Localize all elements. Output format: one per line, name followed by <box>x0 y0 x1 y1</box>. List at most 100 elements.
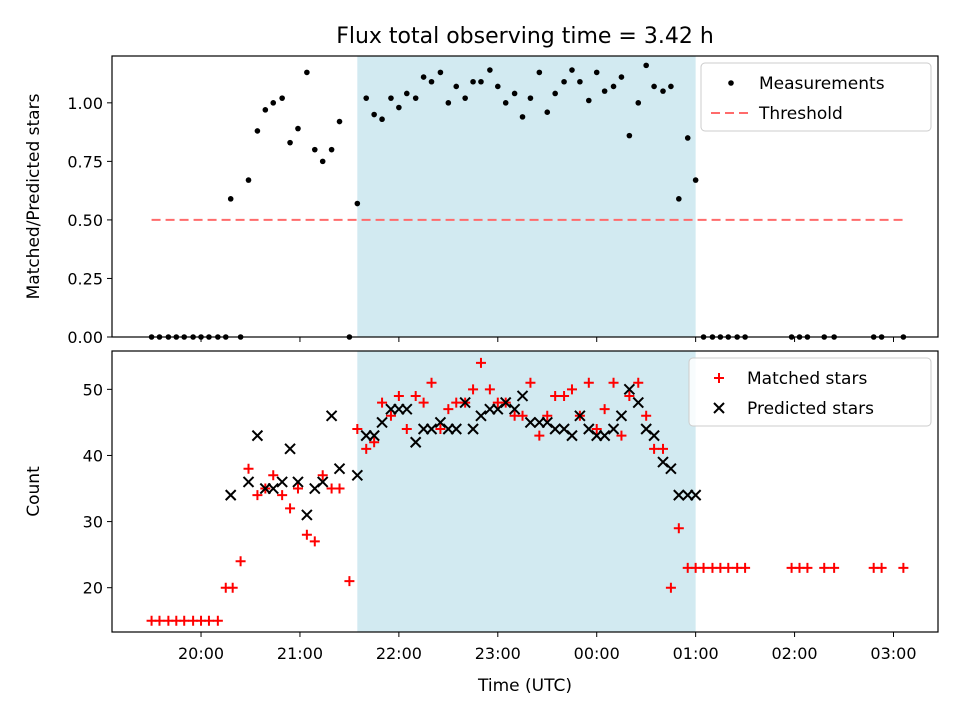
measurement-point <box>478 78 484 85</box>
y-tick-label: 0.50 <box>67 211 103 230</box>
predicted-star-point <box>224 489 237 501</box>
predicted-star-point <box>689 489 702 501</box>
predicted-star-point <box>450 423 462 435</box>
measurement-point <box>626 132 633 139</box>
measurement-point <box>287 139 293 146</box>
matched-star-point <box>344 576 355 587</box>
matched-star-point <box>641 410 652 421</box>
predicted-star-point <box>673 489 685 501</box>
matched-star-point <box>393 390 404 401</box>
predicted-star-point <box>301 509 313 521</box>
y-tick-label: 0.75 <box>67 152 103 171</box>
predicted-star-point <box>632 396 644 409</box>
matched-star-point <box>401 424 412 435</box>
x-tick-label: 22:00 <box>376 644 422 663</box>
measurement-point <box>428 78 435 85</box>
matched-star-point <box>829 562 840 573</box>
chart-title: Flux total observing time = 3.42 h <box>336 24 714 49</box>
measurement-point <box>295 125 301 132</box>
x-tick-label: 03:00 <box>870 644 916 663</box>
matched-star-point <box>608 377 619 388</box>
matched-star-point <box>227 582 238 593</box>
matched-star-point <box>451 397 462 408</box>
predicted-star-point <box>292 476 304 488</box>
measurement-point <box>544 109 551 115</box>
matched-star-point <box>657 443 668 454</box>
measurement-point <box>245 177 252 183</box>
matched-star-point <box>583 377 594 388</box>
measurement-point <box>462 95 468 101</box>
predicted-star-point <box>516 390 529 402</box>
predicted-star-point <box>475 410 487 422</box>
matched-star-point <box>898 562 909 573</box>
measurement-point <box>388 95 394 101</box>
x-tick-label: 23:00 <box>475 644 521 663</box>
observing-window-span <box>357 56 696 337</box>
matched-star-point <box>591 424 602 435</box>
measurement-point <box>601 88 608 94</box>
matched-star-point <box>426 377 437 388</box>
measurement-point <box>519 114 526 120</box>
y-tick-label: 50 <box>83 380 103 399</box>
matched-star-point <box>235 556 246 567</box>
matched-star-point <box>542 410 553 421</box>
legend-measurements-marker <box>728 80 734 86</box>
measurement-point <box>635 100 642 106</box>
legend-label: Threshold <box>758 104 843 124</box>
predicted-star-point <box>549 423 561 435</box>
measurement-point <box>437 69 444 76</box>
matched-star-point <box>243 463 254 474</box>
x-tick-label: 02:00 <box>772 644 818 663</box>
matched-star-point <box>534 430 545 441</box>
matched-star-point <box>285 503 296 514</box>
measurement-point <box>586 97 592 104</box>
axes-frame <box>111 350 939 633</box>
matched-star-point <box>802 562 813 573</box>
measurement-point <box>311 146 318 153</box>
measurement-point <box>502 100 509 106</box>
matched-star-point <box>179 615 190 626</box>
predicted-star-point <box>607 423 620 435</box>
measurement-point <box>371 111 377 118</box>
measurement-point <box>692 177 699 183</box>
predicted-star-point <box>276 476 288 488</box>
measurement-point <box>445 100 452 106</box>
matched-star-point <box>418 397 429 408</box>
matched-star-point <box>443 404 454 415</box>
matched-star-point <box>203 615 214 626</box>
matched-star-point <box>740 562 751 573</box>
legend-predicted-marker <box>713 402 725 414</box>
measurement-point <box>279 95 285 101</box>
matched-star-point <box>468 384 479 395</box>
measurement-point <box>511 90 518 97</box>
measurement-point <box>470 78 476 85</box>
matched-star-point <box>698 562 709 573</box>
predicted-star-point <box>665 462 677 475</box>
x-tick-label: 20:00 <box>178 644 224 663</box>
legend-box <box>688 357 932 427</box>
measurement-point <box>270 100 277 106</box>
predicted-star-point <box>316 476 329 488</box>
predicted-star-point <box>409 436 422 448</box>
predicted-star-point <box>333 462 346 475</box>
x-axis-label: Time (UTC) <box>477 676 572 696</box>
y-tick-label: 20 <box>83 579 103 598</box>
predicted-star-point <box>508 403 521 415</box>
measurement-point <box>660 88 666 94</box>
measurement-point <box>262 107 269 113</box>
predicted-star-point <box>425 423 438 435</box>
y-axis-label: Matched/Predicted stars <box>24 93 44 299</box>
predicted-star-point <box>351 469 364 482</box>
x-tick-label: 21:00 <box>277 644 323 663</box>
legend-label: Matched stars <box>747 369 867 389</box>
matched-star-point <box>550 390 561 401</box>
matched-star-point <box>633 377 644 388</box>
bottom-panel: 20 30 40 50 20:00 21:00 22:00 23:00 00:00 01:00 02… <box>24 350 939 663</box>
predicted-star-point <box>615 410 628 422</box>
predicted-star-point <box>574 410 586 422</box>
axes-frame <box>111 55 939 338</box>
matched-star-point <box>559 390 570 401</box>
measurement-point <box>552 90 558 97</box>
predicted-star-point <box>368 429 380 442</box>
measurement-point <box>420 74 427 80</box>
